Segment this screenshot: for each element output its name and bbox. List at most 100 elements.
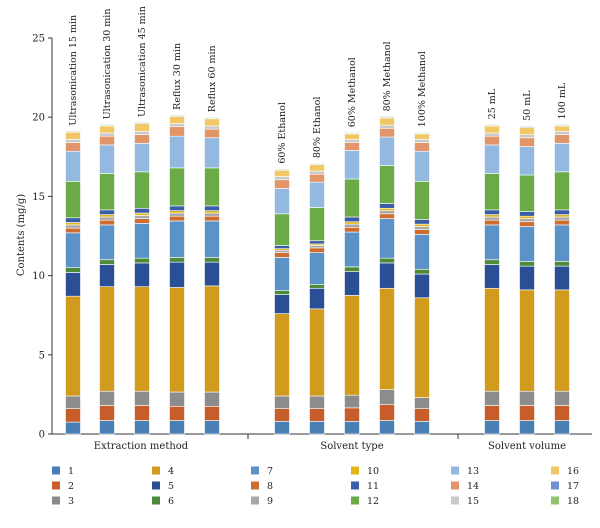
bar-segment-14 [414,142,430,152]
bar-segment-13 [554,143,570,173]
bar-segment-2 [65,408,81,423]
bar-category-label: 80% Ethanol [312,97,323,159]
bar-segment-9 [204,212,220,217]
legend-label: 8 [267,481,273,492]
bar-segment-1 [519,420,535,435]
bar-segment-11 [484,209,500,215]
bar-segment-6 [169,257,185,263]
bar-segment-6 [414,268,430,275]
bar-segment-1 [65,421,81,435]
bar-segment-16 [169,116,185,124]
bar-segment-5 [99,264,115,287]
bar-segment-2 [414,408,430,422]
bar-segment-7 [344,231,360,268]
bar-segment-9 [169,212,185,217]
bar-category-label: 100 mL [557,82,568,119]
legend-label: 3 [68,496,74,507]
bar-segment-15 [309,170,325,175]
y-tick-label: 0 [39,430,45,441]
legend-swatch [351,466,359,475]
bar-segment-18 [99,124,115,126]
legend-label: 14 [467,481,479,492]
bar-segment-10 [519,215,535,219]
bar-segment-16 [309,164,325,172]
legend-label: 1 [68,466,74,477]
bar-segment-2 [554,405,570,421]
bar-segment-1 [169,420,185,435]
bar-segment-4 [344,295,360,396]
bar-labels: Ultrasonication 15 min Ultrasonication 30… [68,6,568,164]
bar-segment-10 [134,212,150,216]
bar-segment-4 [134,286,150,392]
legend-swatch [251,481,259,490]
bar-segment-3 [65,395,81,409]
bar-segment-9 [519,218,535,223]
legend-swatch [52,481,60,490]
legend-swatch [152,481,160,490]
bar-segment-11 [344,216,360,223]
legend-label: 9 [267,496,273,507]
bar-segment-16 [99,125,115,134]
bar-segment-9 [379,210,395,215]
bar-segment-16 [519,127,535,135]
bar-segment-13 [65,150,81,182]
bar-segment-10 [344,221,360,225]
bar-segment-4 [169,287,185,393]
bar-segment-9 [344,223,360,228]
bar-segment-6 [379,257,395,264]
bar-segment-7 [274,257,290,291]
legend-swatch [351,481,359,490]
bar-segment-7 [379,218,395,259]
bar-segment-4 [99,286,115,392]
bar-segment-6 [65,267,81,273]
bar-segment-7 [519,226,535,262]
bar-segment-2 [484,405,500,421]
bar-segment-14 [65,142,81,152]
bar-segment-2 [519,405,535,421]
bar-segment-14 [169,126,185,137]
bar-category-label: Ultrasonication 45 min [137,6,148,117]
bar-segment-11 [204,205,220,211]
y-tick-label: 10 [32,271,45,282]
bar-segment-5 [519,265,535,291]
bar-segment-13 [204,137,220,169]
bar-segment-5 [554,265,570,291]
bar-segment-12 [309,207,325,242]
bar-category-label: 100% Methanol [417,51,428,127]
bar-segment-8 [204,215,220,222]
bar-segment-8 [134,218,150,224]
bar-segment-7 [134,223,150,259]
legend-item: 3 [52,496,74,507]
bar-segment-2 [309,408,325,422]
bar-segment-1 [484,420,500,435]
bar-segment-15 [65,139,81,143]
bar-segment-18 [554,124,570,126]
bar-segment-6 [344,266,360,272]
bar-segment-1 [134,420,150,435]
legend-swatch [52,496,60,505]
bar-segment-14 [379,127,395,138]
legend-label: 11 [367,481,379,492]
y-tick-label: 20 [32,113,45,124]
bar-segment-10 [169,210,185,214]
bar-segment-13 [274,188,290,215]
bar-segment-12 [169,167,185,207]
bar-segment-8 [344,226,360,233]
bar-segment-8 [309,247,325,253]
bar-segment-16 [344,133,360,140]
bar-segment-10 [204,210,220,214]
bar-segment-12 [344,178,360,218]
bar-segment-15 [379,124,395,129]
bar-segment-16 [134,123,150,132]
bar-segment-16 [414,133,430,140]
bar-segment-8 [379,213,395,219]
bar-segment-13 [99,144,115,174]
bar-segment-15 [99,132,115,137]
bar-segment-5 [309,287,325,310]
bar-segment-8 [484,219,500,226]
bar-segment-10 [414,223,430,227]
bar-segment-7 [204,220,220,258]
legend-swatch [551,496,559,505]
bar-category-label: 80% Methanol [382,41,393,111]
